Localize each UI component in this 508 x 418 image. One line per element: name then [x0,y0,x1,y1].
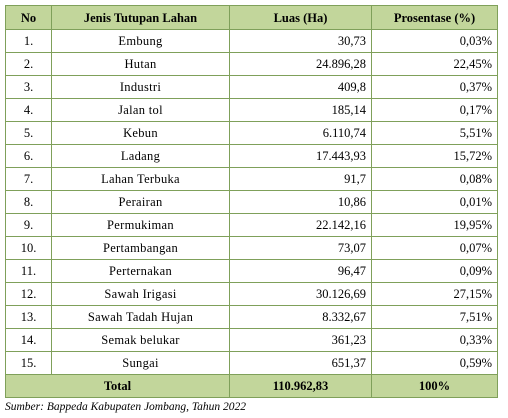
source-note: Sumber: Bappeda Kabupaten Jombang, Tahun… [5,401,247,413]
row-number-cell: 9. [5,213,52,237]
percent-cell: 0,07% [371,236,498,260]
percent-cell: 19,95% [371,213,498,237]
land-cover-name-cell: Semak belukar [51,328,230,352]
row-number-cell: 13. [5,305,52,329]
percent-cell: 22,45% [371,52,498,76]
area-cell: 361,23 [229,328,372,352]
land-cover-name-cell: Sawah Irigasi [51,282,230,306]
total-percent: 100% [371,374,498,398]
percent-cell: 0,33% [371,328,498,352]
area-cell: 6.110,74 [229,121,372,145]
table-body: 1. Embung 30,73 0,03% 2. Hutan 24.896,28 22,45%… [5,29,498,375]
land-cover-name-cell: Ladang [51,144,230,168]
area-cell: 651,37 [229,351,372,375]
percent-cell: 0,08% [371,167,498,191]
table-row: 4. Jalan tol 185,14 0,17% [5,98,498,122]
row-number-cell: 6. [5,144,52,168]
percent-cell: 0,37% [371,75,498,99]
land-cover-name-cell: Pertambangan [51,236,230,260]
table-row: 8. Perairan 10,86 0,01% [5,190,498,214]
area-cell: 22.142,16 [229,213,372,237]
row-number-cell: 4. [5,98,52,122]
table-row: 11. Perternakan 96,47 0,09% [5,259,498,283]
table-row: 15. Sungai 651,37 0,59% [5,351,498,375]
percent-cell: 0,59% [371,351,498,375]
area-cell: 30.126,69 [229,282,372,306]
table-row: 14. Semak belukar 361,23 0,33% [5,328,498,352]
row-number-cell: 11. [5,259,52,283]
table-row: 12. Sawah Irigasi 30.126,69 27,15% [5,282,498,306]
area-cell: 30,73 [229,29,372,53]
header-percentage: Prosentase (%) [371,5,498,30]
row-number-cell: 15. [5,351,52,375]
land-cover-name-cell: Kebun [51,121,230,145]
area-cell: 10,86 [229,190,372,214]
row-number-cell: 12. [5,282,52,306]
percent-cell: 0,01% [371,190,498,214]
row-number-cell: 2. [5,52,52,76]
table-row: 7. Lahan Terbuka 91,7 0,08% [5,167,498,191]
area-cell: 91,7 [229,167,372,191]
row-number-cell: 3. [5,75,52,99]
land-cover-name-cell: Hutan [51,52,230,76]
land-cover-name-cell: Sawah Tadah Hujan [51,305,230,329]
table-header-row: No Jenis Tutupan Lahan Luas (Ha) Prosent… [5,5,498,30]
table-row: 13. Sawah Tadah Hujan 8.332,67 7,51% [5,305,498,329]
row-number-cell: 10. [5,236,52,260]
land-cover-name-cell: Perairan [51,190,230,214]
area-cell: 8.332,67 [229,305,372,329]
table-row: 10. Pertambangan 73,07 0,07% [5,236,498,260]
table-row: 6. Ladang 17.443,93 15,72% [5,144,498,168]
header-no: No [5,5,52,30]
total-area: 110.962,83 [229,374,372,398]
land-cover-name-cell: Perternakan [51,259,230,283]
header-land-cover-type: Jenis Tutupan Lahan [51,5,230,30]
total-label: Total [5,374,230,398]
percent-cell: 5,51% [371,121,498,145]
row-number-cell: 7. [5,167,52,191]
area-cell: 409,8 [229,75,372,99]
percent-cell: 0,09% [371,259,498,283]
row-number-cell: 1. [5,29,52,53]
area-cell: 185,14 [229,98,372,122]
table-row: 3. Industri 409,8 0,37% [5,75,498,99]
row-number-cell: 14. [5,328,52,352]
table-row: 2. Hutan 24.896,28 22,45% [5,52,498,76]
header-area: Luas (Ha) [229,5,372,30]
area-cell: 24.896,28 [229,52,372,76]
row-number-cell: 5. [5,121,52,145]
area-cell: 17.443,93 [229,144,372,168]
land-cover-name-cell: Permukiman [51,213,230,237]
percent-cell: 0,03% [371,29,498,53]
land-cover-name-cell: Sungai [51,351,230,375]
total-row: Total 110.962,83 100% [5,374,498,398]
percent-cell: 7,51% [371,305,498,329]
land-cover-name-cell: Jalan tol [51,98,230,122]
land-cover-name-cell: Lahan Terbuka [51,167,230,191]
percent-cell: 15,72% [371,144,498,168]
land-cover-table: No Jenis Tutupan Lahan Luas (Ha) Prosent… [5,5,498,398]
table-row: 5. Kebun 6.110,74 5,51% [5,121,498,145]
row-number-cell: 8. [5,190,52,214]
land-cover-name-cell: Industri [51,75,230,99]
area-cell: 73,07 [229,236,372,260]
area-cell: 96,47 [229,259,372,283]
table-row: 9. Permukiman 22.142,16 19,95% [5,213,498,237]
table-row: 1. Embung 30,73 0,03% [5,29,498,53]
percent-cell: 27,15% [371,282,498,306]
land-cover-name-cell: Embung [51,29,230,53]
percent-cell: 0,17% [371,98,498,122]
